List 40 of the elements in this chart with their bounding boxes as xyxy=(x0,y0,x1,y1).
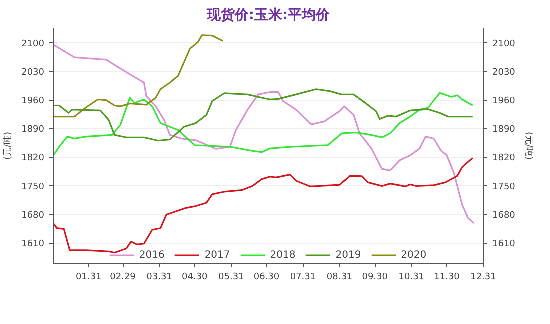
y-tick-label: 2100 xyxy=(22,39,45,50)
x-tick-label: 05.31 xyxy=(218,272,244,282)
y2-tick-label: 2030 xyxy=(492,68,516,78)
x-tick-label: 04.30 xyxy=(182,272,208,282)
line-series xyxy=(54,88,474,142)
y2-axis-title: (元/吨) xyxy=(523,132,534,160)
x-tick-label: 06.30 xyxy=(254,272,280,282)
y2-tick-label: 1680 xyxy=(492,210,516,221)
y-tick-label: 1960 xyxy=(22,96,45,107)
y-axis-title: (元/吨) xyxy=(2,132,14,160)
x-tick-label: 12.31 xyxy=(470,272,496,282)
legend-label: 2016 xyxy=(139,249,165,261)
x-tick-label: 03.31 xyxy=(146,272,172,282)
x-tick-label: 01.31 xyxy=(76,272,102,282)
line-series xyxy=(54,44,475,224)
y2-tick-label: 1890 xyxy=(492,125,516,136)
y2-tick-label: 1960 xyxy=(492,96,516,107)
y-tick-label: 1610 xyxy=(22,240,45,250)
legend-label: 2018 xyxy=(270,249,296,261)
legend-label: 2020 xyxy=(401,249,427,261)
x-tick-label: 02.29 xyxy=(110,272,136,282)
line-series xyxy=(54,34,224,118)
line-series xyxy=(54,92,474,156)
x-tick-label: 10.31 xyxy=(398,272,425,282)
legend-label: 2017 xyxy=(204,249,230,261)
y-tick-label: 1890 xyxy=(22,125,45,136)
x-tick-label: 07.31 xyxy=(290,272,316,282)
x-tick-label: 11.30 xyxy=(434,272,460,282)
y2-tick-label: 2100 xyxy=(492,39,516,50)
y-tick-label: 1680 xyxy=(22,210,45,221)
y2-tick-label: 1610 xyxy=(492,240,516,250)
y-tick-label: 2030 xyxy=(22,68,45,78)
y-tick-label: 1750 xyxy=(22,182,45,192)
y-tick-label: 1820 xyxy=(22,154,45,164)
y2-tick-label: 1750 xyxy=(492,182,516,192)
x-tick-label: 09.30 xyxy=(362,272,388,282)
chart-title: 现货价:玉米:平均价 xyxy=(206,8,332,24)
legend-label: 2019 xyxy=(336,249,362,261)
x-tick-label: 08.31 xyxy=(326,272,353,282)
y2-tick-label: 1820 xyxy=(492,154,516,164)
